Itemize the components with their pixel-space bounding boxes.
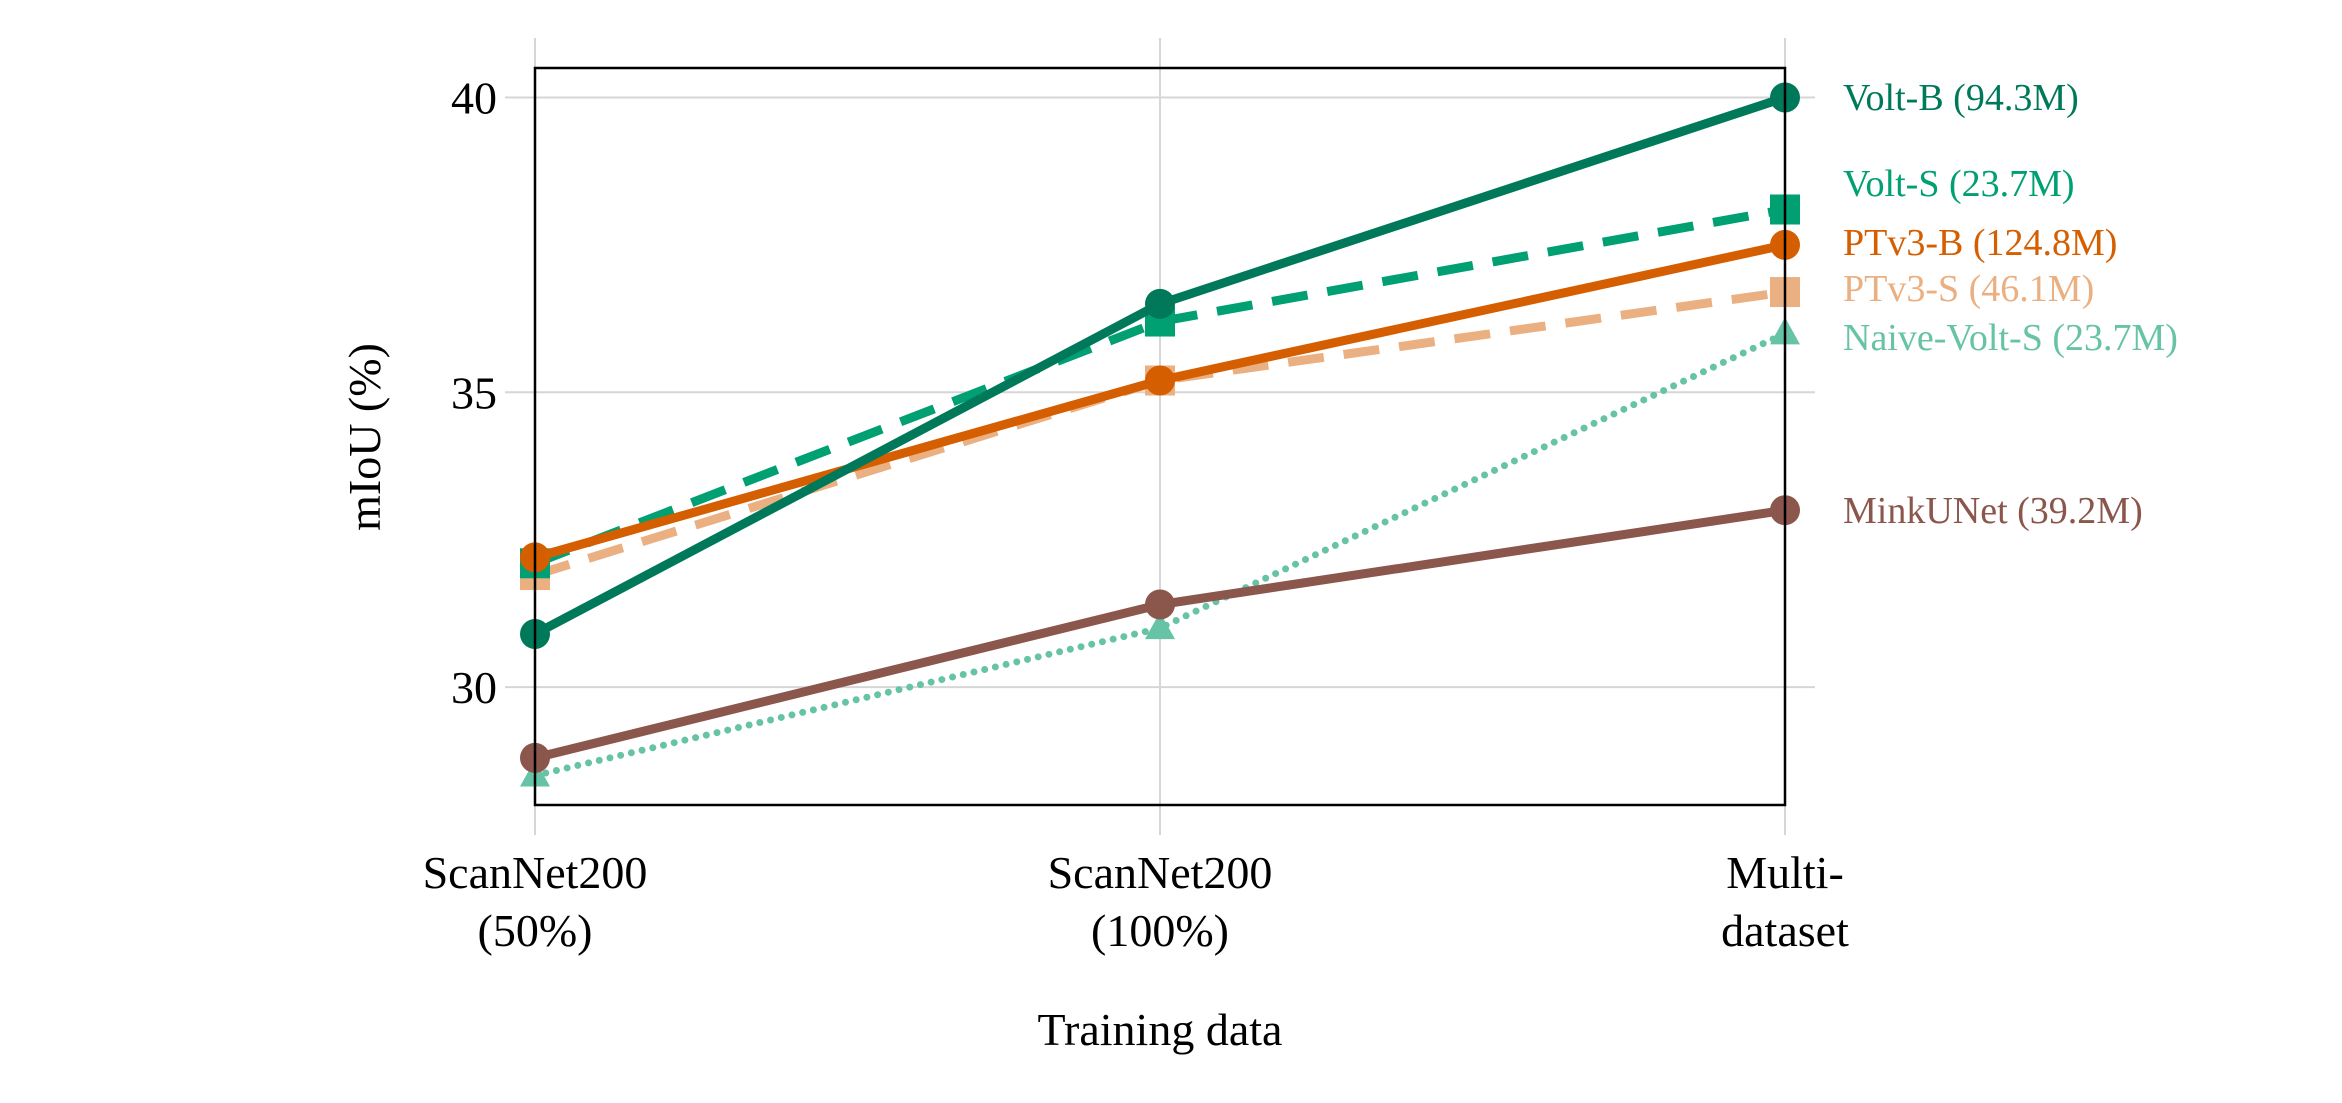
x-tick-label: ScanNet200 xyxy=(423,847,648,898)
x-tick-label: dataset xyxy=(1721,905,1849,956)
x-tick-label: ScanNet200 xyxy=(1048,847,1273,898)
series-label: Volt-B (94.3M) xyxy=(1843,77,2079,119)
x-tick-label: Multi- xyxy=(1726,847,1844,898)
data-point xyxy=(1145,612,1175,640)
series-group xyxy=(520,82,1800,787)
y-tick-label: 30 xyxy=(451,662,497,713)
series-ptv3-b xyxy=(520,229,1800,573)
series-line xyxy=(533,287,1786,580)
x-ticks: ScanNet200 (50%) ScanNet200 (100%) Multi-dat… xyxy=(423,847,1849,956)
data-point xyxy=(1145,288,1175,319)
series-label: Volt-S (23.7M) xyxy=(1843,163,2075,205)
data-point xyxy=(1145,589,1175,620)
x-tick-label: (100%) xyxy=(1091,905,1229,956)
series-label: Naive-Volt-S (23.7M) xyxy=(1843,317,2178,359)
series-label: PTv3-S (46.1M) xyxy=(1843,268,2094,310)
series-line xyxy=(531,329,1789,780)
y-axis-label: mIoU (%) xyxy=(339,343,390,531)
plot-frame xyxy=(533,66,1787,807)
series-line xyxy=(533,205,1786,568)
y-tick-label: 40 xyxy=(451,72,497,123)
y-ticks: 30 35 40 xyxy=(451,72,497,713)
x-tick-label: (50%) xyxy=(478,905,593,956)
series-label: PTv3-B (124.8M) xyxy=(1843,222,2117,264)
series-labels: Naive-Volt-S (23.7M) PTv3-S (46.1M) Volt-S… xyxy=(1843,77,2178,532)
y-tick-label: 35 xyxy=(451,367,497,418)
data-point xyxy=(1145,365,1175,396)
series-label: MinkUNet (39.2M) xyxy=(1843,490,2143,532)
x-axis-label: Training data xyxy=(1038,1004,1283,1055)
